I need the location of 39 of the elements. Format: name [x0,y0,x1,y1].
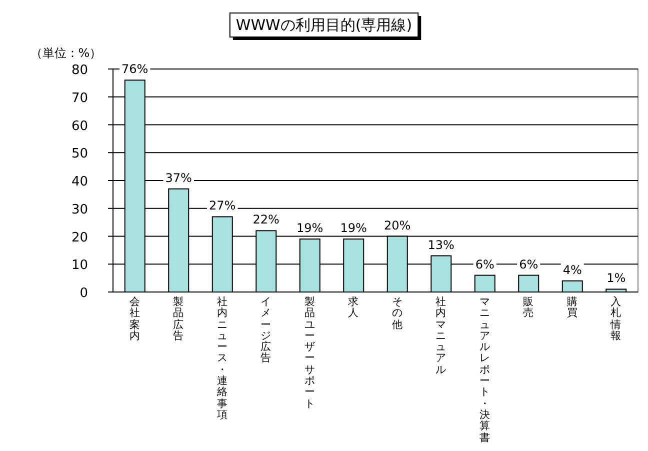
y-tick-label: 10 [71,258,88,274]
x-tick-label: その他 [390,296,404,331]
data-label: 20% [384,218,411,232]
category-label: 社内ニュース・連絡事項 [216,296,228,421]
data-label: 13% [428,238,454,252]
data-label: 27% [209,198,236,213]
y-tick-label: 50 [71,146,88,162]
x-tick-label: 購買 [566,296,579,320]
x-tick-label: 会社案内 [128,296,142,342]
data-label: 22% [252,212,280,227]
y-tick-label: 40 [71,174,88,190]
bar [562,280,583,292]
data-label: 37% [165,170,192,185]
data-label: 19% [296,221,324,236]
y-tick-label: 30 [71,202,88,218]
data-label: 6% [475,257,494,272]
y-axis-title: （単位：%） [30,46,102,60]
data-label: 76% [122,62,148,76]
data-label: 4% [562,262,582,277]
y-tick-label: 0 [80,286,88,301]
chart-title: WWWの利用目的(専用線) [236,16,412,34]
y-tick-label: 20 [71,230,88,246]
bar [474,274,496,292]
x-tick-label: 入札情報 [609,296,623,342]
category-label: 製品ユーザーサポート [304,296,316,410]
bar [518,274,540,292]
data-label: 19% [340,221,367,236]
y-tick-label: 70 [71,90,88,106]
x-tick-label: 製品広告 [172,296,186,342]
category-label: マニュアルレポート・決算書 [479,296,490,444]
y-tick-label: 60 [71,118,88,134]
x-tick-label: 社内マニュアル [434,296,448,376]
data-label: 1% [606,271,626,286]
data-label: 6% [519,257,538,272]
bar [606,288,627,292]
x-tick-label: 求人 [347,296,360,320]
y-tick-label: 80 [71,63,88,78]
x-tick-label: 販売 [522,296,536,320]
x-tick-label: イメージ広告 [260,296,273,365]
